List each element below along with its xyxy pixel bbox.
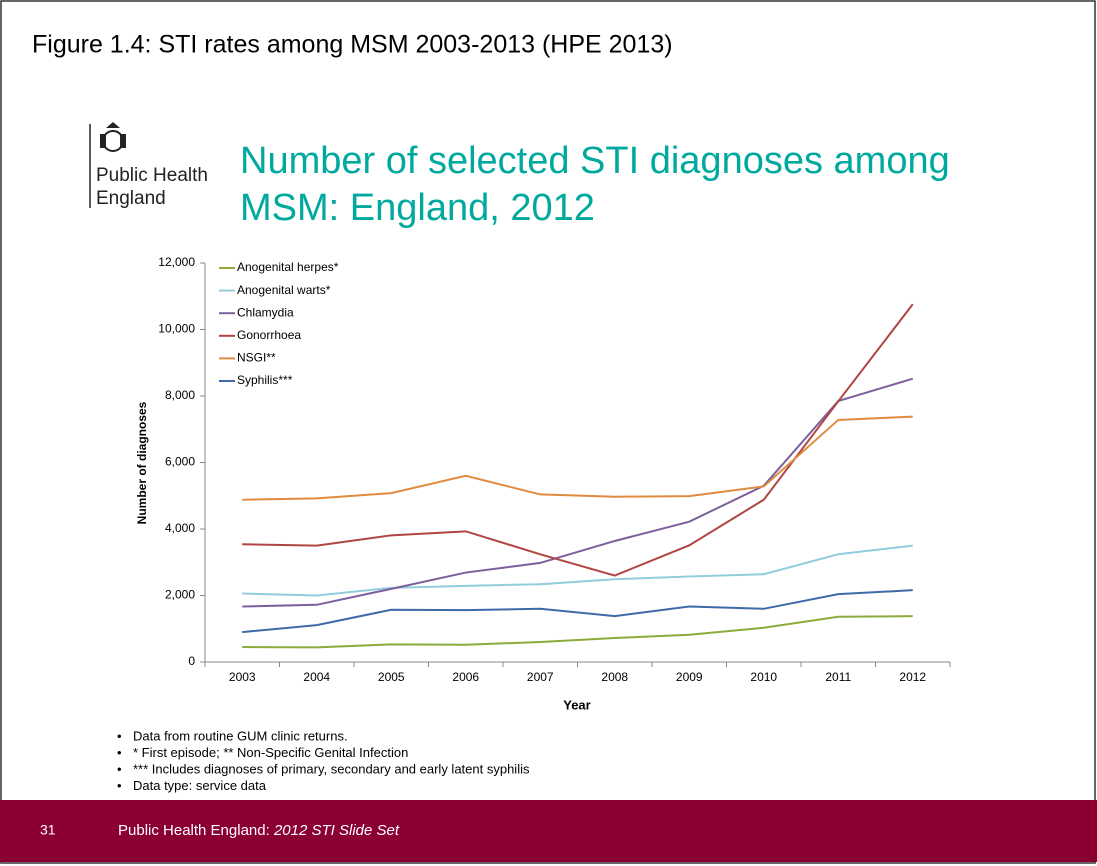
- x-tick-label: 2007: [527, 670, 554, 684]
- x-tick-label: 2010: [750, 670, 777, 684]
- note-bullet: •: [117, 728, 122, 743]
- legend-label: NSGI**: [237, 351, 276, 365]
- series-line: [242, 303, 914, 577]
- y-tick-label: 2,000: [165, 588, 195, 602]
- x-axis-label: Year: [563, 697, 590, 712]
- y-tick-label: 8,000: [165, 388, 195, 402]
- note-bullet: •: [117, 778, 122, 793]
- x-tick-label: 2005: [378, 670, 405, 684]
- legend-label: Chlamydia: [237, 305, 294, 319]
- y-tick-label: 12,000: [158, 255, 195, 269]
- x-tick-label: 2003: [229, 670, 256, 684]
- logo-text: Public Health: [96, 165, 208, 186]
- legend-label: Gonorrhoea: [237, 328, 301, 342]
- legend-label: Anogenital warts*: [237, 283, 331, 297]
- y-axis-label: Number of diagnoses: [135, 401, 149, 524]
- note-bullet: •: [117, 745, 122, 760]
- series-line: [242, 377, 914, 608]
- x-tick-label: 2004: [303, 670, 330, 684]
- y-tick-label: 0: [188, 654, 195, 668]
- crest: [100, 122, 126, 152]
- footer-italic: 2012 STI Slide Set: [273, 822, 400, 839]
- series-line: [242, 415, 913, 501]
- slide-number: 31: [40, 822, 56, 838]
- y-tick-label: 4,000: [165, 521, 195, 535]
- footer-text: Public Health England:: [118, 822, 274, 839]
- x-tick-label: 2006: [452, 670, 479, 684]
- series-line: [242, 544, 913, 597]
- note: Data type: service data: [133, 778, 267, 793]
- series-line: [242, 589, 913, 634]
- note-bullet: •: [117, 761, 122, 776]
- legend-label: Syphilis***: [237, 373, 293, 387]
- legend-label: Anogenital herpes*: [237, 260, 339, 274]
- note: * First episode; ** Non-Specific Genital…: [133, 745, 408, 760]
- x-tick-label: 2012: [899, 670, 926, 684]
- y-tick-label: 6,000: [165, 455, 195, 469]
- note: Data from routine GUM clinic returns.: [133, 728, 348, 743]
- logo-text: England: [96, 188, 166, 209]
- footer-text: Public Health England: 2012 STI Slide Se…: [118, 822, 400, 839]
- x-tick-label: 2009: [676, 670, 703, 684]
- x-tick-label: 2011: [825, 670, 851, 684]
- x-tick-label: 2008: [601, 670, 628, 684]
- y-tick-label: 10,000: [158, 322, 195, 336]
- figure-title: Figure 1.4: STI rates among MSM 2003-201…: [32, 31, 673, 59]
- series-line: [242, 615, 913, 649]
- footer-band: [0, 800, 1097, 862]
- chart-title: Number of selected STI diagnoses among: [240, 140, 950, 182]
- note: *** Includes diagnoses of primary, secon…: [133, 761, 530, 776]
- chart-title: MSM: England, 2012: [240, 187, 595, 229]
